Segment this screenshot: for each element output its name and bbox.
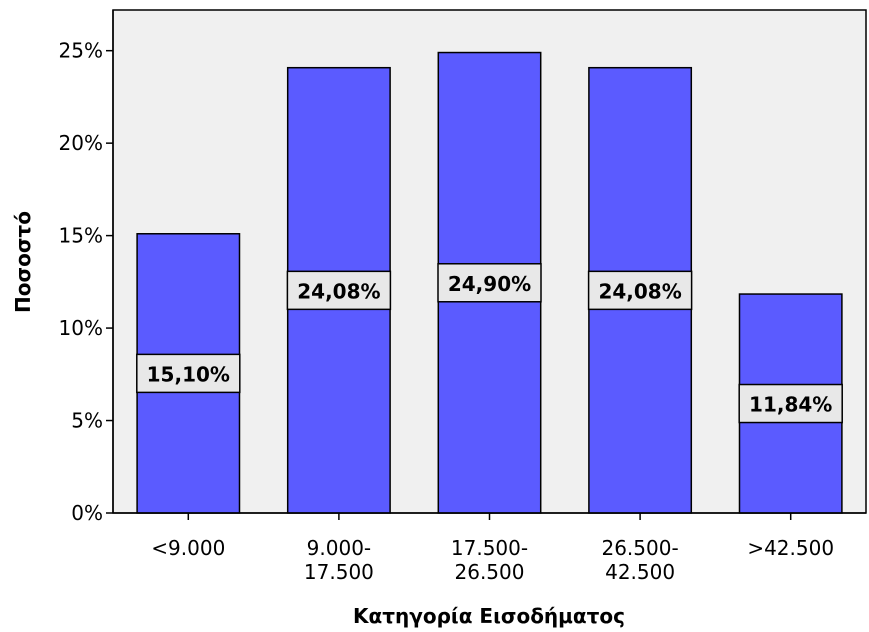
x-tick-label: 17.500- [451, 536, 528, 560]
x-tick-label: >42.500 [747, 536, 834, 560]
x-axis-title: Κατηγορία Εισοδήματος [353, 604, 625, 628]
data-label-box [286, 270, 392, 311]
data-label: 11,84% [749, 393, 832, 417]
y-axis-title: Ποσοστό [11, 211, 35, 313]
data-label: 24,08% [598, 279, 681, 303]
x-tick-label: 26.500 [455, 560, 525, 584]
x-axis: <9.000 9.000-17.500 17.500-26.500 26.500-42… [113, 512, 866, 584]
y-tick-label: 5% [71, 409, 103, 433]
y-tick-label: 0% [71, 501, 103, 525]
y-tick-label: 20% [59, 131, 103, 155]
data-label: 24,90% [448, 272, 531, 296]
x-tick-label: 26.500- [601, 536, 678, 560]
bars-group: 15,10% 24,08% 24,90% 24,08% 11,84% [136, 51, 843, 514]
x-tick-label: <9.000 [151, 536, 225, 560]
data-label-box [738, 383, 843, 424]
x-tick-label: 42.500 [605, 560, 675, 584]
data-label-box [587, 270, 693, 311]
data-label: 15,10% [147, 362, 230, 386]
x-tick-label: 9.000- [307, 536, 371, 560]
y-tick-label: 25% [59, 39, 103, 63]
data-label-box [136, 353, 241, 394]
data-label: 24,08% [297, 279, 380, 303]
y-tick-label: 15% [59, 224, 103, 248]
y-tick-label: 10% [59, 316, 103, 340]
data-label-box [437, 263, 542, 303]
x-tick-label: 17.500 [304, 560, 374, 584]
y-axis: 0% 5% 10% 15% 20% 25% [59, 10, 114, 525]
